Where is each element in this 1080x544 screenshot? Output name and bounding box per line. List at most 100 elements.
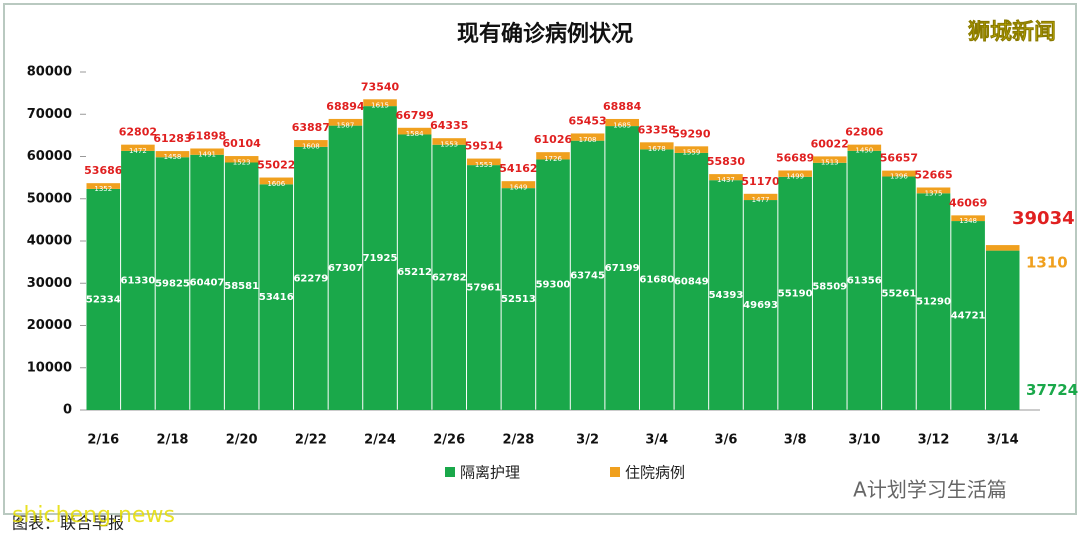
total-label: 46069 xyxy=(949,196,987,209)
bar-segment xyxy=(743,193,778,201)
source: 图表：联合早报 xyxy=(12,514,124,533)
segment-label: 1499 xyxy=(786,173,804,181)
x-tick-label: 3/6 xyxy=(715,433,738,448)
bar-segment xyxy=(86,188,121,410)
total-label: 61026 xyxy=(534,133,573,146)
segment-label: 1559 xyxy=(682,149,700,157)
segment-label: 49693 xyxy=(743,300,778,311)
bar-segment xyxy=(536,159,570,410)
total-label: 62802 xyxy=(119,126,157,139)
bar-segment xyxy=(570,140,605,410)
bar-segment xyxy=(86,183,121,189)
bar-segment xyxy=(812,162,847,410)
segment-label: 57961 xyxy=(466,283,501,294)
segment-label: 1708 xyxy=(579,136,597,144)
x-tick-label: 2/16 xyxy=(87,433,119,448)
bar-segment xyxy=(674,146,709,153)
bar-segment xyxy=(363,106,397,410)
bar-segment xyxy=(190,148,224,155)
bar-segment xyxy=(605,126,639,410)
bar-segment xyxy=(985,250,1020,410)
x-tick-label: 2/26 xyxy=(433,433,465,448)
segment-label: 1352 xyxy=(94,185,112,193)
segment-label: 1477 xyxy=(752,196,770,204)
bar-segment xyxy=(536,152,570,160)
bar-segment xyxy=(432,144,467,411)
bar-segment xyxy=(259,184,294,410)
bar-segment xyxy=(882,170,916,177)
total-label: 63887 xyxy=(292,121,330,134)
segment-label: 1396 xyxy=(890,173,908,181)
segment-label: 37724 xyxy=(1026,381,1078,399)
bar-segment xyxy=(778,170,812,177)
total-label: 63358 xyxy=(638,123,676,136)
segment-label: 60849 xyxy=(674,276,709,287)
x-tick-label: 3/8 xyxy=(784,433,807,448)
total-label: 56657 xyxy=(880,152,918,165)
bar-segment xyxy=(605,118,639,127)
x-tick-label: 3/14 xyxy=(987,433,1019,448)
bar-segment xyxy=(155,157,190,410)
segment-label: 1678 xyxy=(648,145,666,153)
y-tick-label: 40000 xyxy=(27,234,72,249)
total-label: 61898 xyxy=(188,129,226,142)
segment-label: 1450 xyxy=(855,147,873,155)
bar-segment xyxy=(501,181,536,189)
segment-label: 1608 xyxy=(302,142,320,150)
segment-label: 58509 xyxy=(812,281,847,292)
x-tick-label: 2/18 xyxy=(157,433,189,448)
bar-segment xyxy=(467,158,501,166)
x-tick-label: 2/20 xyxy=(226,433,258,448)
segment-label: 1726 xyxy=(544,155,562,163)
bar-segment xyxy=(363,99,397,107)
segment-label: 59825 xyxy=(155,279,190,290)
bar-segment xyxy=(294,140,328,147)
y-tick-label: 50000 xyxy=(27,191,72,206)
chart-title: 现有确诊病例状况 xyxy=(457,21,633,47)
segment-label: 1523 xyxy=(233,158,251,166)
y-tick-label: 60000 xyxy=(27,149,72,164)
total-label: 53686 xyxy=(84,164,123,177)
bar-segment xyxy=(294,146,328,411)
x-tick-label: 3/2 xyxy=(576,433,599,448)
bar-segment xyxy=(639,149,674,411)
bar-segment xyxy=(847,150,882,410)
brand: 狮城新闻 xyxy=(968,19,1056,45)
total-label: 51170 xyxy=(741,175,780,188)
segment-label: 55261 xyxy=(882,288,917,299)
bar-segment xyxy=(432,138,467,145)
segment-label: 1458 xyxy=(164,153,182,161)
bar-segment xyxy=(121,144,155,151)
bar-segment xyxy=(224,162,259,410)
segment-label: 1472 xyxy=(129,147,147,155)
total-label: 60104 xyxy=(223,137,262,150)
bar-segment xyxy=(778,176,812,410)
y-tick-label: 0 xyxy=(63,403,72,418)
bar-segment xyxy=(709,174,743,181)
y-tick-label: 20000 xyxy=(27,318,72,333)
segment-label: 61330 xyxy=(120,275,155,286)
total-label: 62806 xyxy=(845,126,884,139)
site: shicheng.news xyxy=(12,503,175,528)
segment-label: 62782 xyxy=(432,272,467,283)
total-label: 60022 xyxy=(811,137,849,150)
total-label: 68894 xyxy=(326,100,365,113)
segment-label: 52334 xyxy=(86,294,121,305)
total-label: 61283 xyxy=(153,132,191,145)
total-label: 55830 xyxy=(707,155,746,168)
segment-label: 1584 xyxy=(406,130,424,138)
segment-label: 1348 xyxy=(959,217,977,225)
legend-swatch xyxy=(445,467,455,477)
bar-segment xyxy=(639,142,674,150)
x-tick-label: 3/12 xyxy=(918,433,950,448)
total-label: 59514 xyxy=(465,140,504,153)
y-tick-label: 10000 xyxy=(27,360,72,375)
bar-segment xyxy=(951,221,985,410)
total-label: 73540 xyxy=(361,80,400,93)
legend-label: 住院病例 xyxy=(625,464,685,482)
segment-label: 61680 xyxy=(639,275,674,286)
x-tick-label: 3/4 xyxy=(645,433,668,448)
total-label: 59290 xyxy=(672,127,711,140)
segment-label: 1491 xyxy=(198,151,216,159)
